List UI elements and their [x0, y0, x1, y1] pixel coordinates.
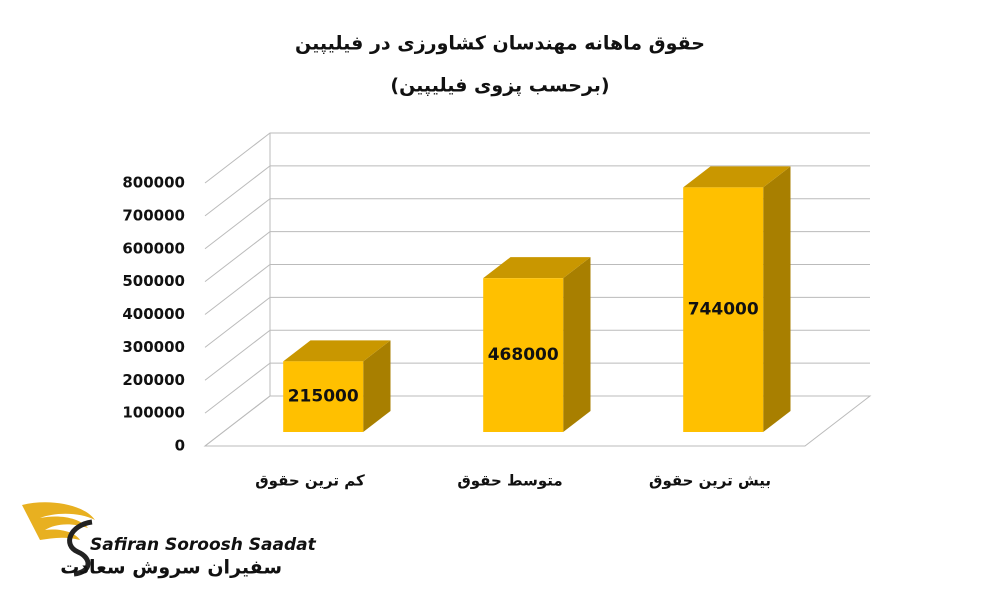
grid-line [204, 329, 870, 381]
grid-line [204, 132, 870, 184]
value-label: 744000 [688, 300, 759, 320]
bar-side [363, 340, 391, 432]
logo-latin: Safiran Soroosh Saadat [90, 535, 317, 555]
logo-wing [22, 502, 95, 540]
logo-persian: سفیران سروش سعادت [60, 557, 282, 579]
y-tick-label: 400000 [122, 305, 185, 323]
bar-top [683, 166, 791, 188]
y-tick-label: 700000 [122, 206, 185, 224]
y-tick-label: 300000 [122, 338, 185, 356]
grid-line [204, 198, 870, 250]
chart-subtitle: (برحسب پزوی فیلیپین) [390, 75, 609, 97]
y-tick-label: 500000 [122, 272, 185, 290]
bar-top [283, 340, 391, 362]
bar [483, 278, 564, 432]
grid-line [204, 165, 870, 217]
y-tick-label: 800000 [122, 174, 185, 192]
value-label: 215000 [288, 387, 359, 407]
grid-line [204, 362, 870, 414]
x-tick-label: کم ترین حقوق [255, 472, 365, 490]
grid-line [204, 296, 870, 348]
x-tick-label: متوسط حقوق [457, 472, 562, 490]
chart-title: حقوق ماهانه مهندسان کشاورزی در فیلیپین [295, 33, 705, 55]
y-tick-label: 0 [175, 437, 185, 455]
bar [283, 361, 364, 432]
grid-line [204, 231, 870, 283]
x-tick-label: بیش ترین حقوق [649, 472, 771, 490]
bar-top [483, 257, 591, 279]
logo: Safiran Soroosh Saadat سفیران سروش سعادت [22, 502, 317, 579]
bar [683, 187, 764, 432]
bar-side [763, 166, 791, 432]
y-tick-label: 600000 [122, 239, 185, 257]
grid-line [204, 264, 870, 315]
y-tick-label: 200000 [122, 371, 185, 389]
bar-side [563, 257, 591, 432]
value-label: 468000 [488, 345, 559, 365]
logo-s [67, 519, 93, 577]
y-tick-label: 100000 [122, 404, 185, 422]
grid-line [204, 395, 870, 447]
